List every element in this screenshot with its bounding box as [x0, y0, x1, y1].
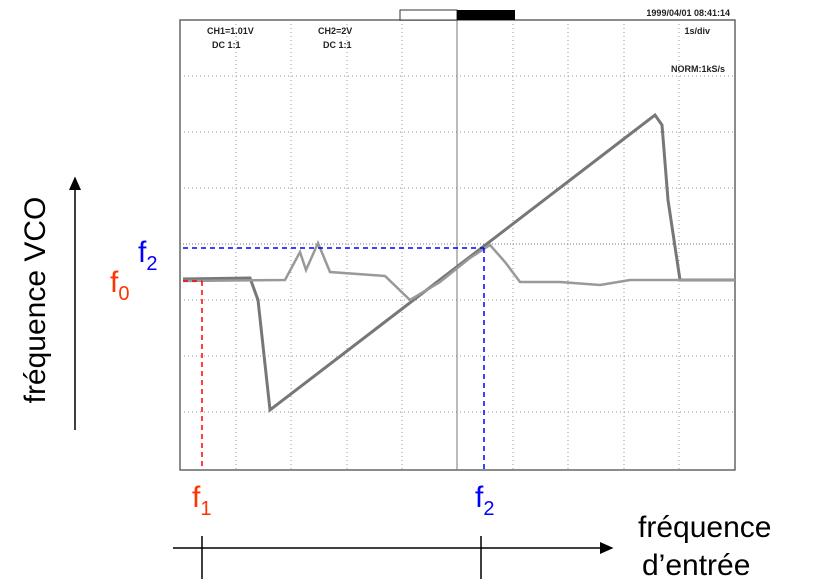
figure: CH1=1.01V DC 1:1 CH2=2V DC 1:1 1999/04/0… — [0, 0, 832, 579]
y-label: fréquence VCO — [19, 197, 52, 404]
index: 2 — [483, 498, 494, 520]
ch2-coupling: DC 1:1 — [323, 40, 352, 50]
mode: NORM:1kS/s — [671, 64, 725, 74]
index: 2 — [146, 253, 157, 275]
page: CH1=1.01V DC 1:1 CH2=2V DC 1:1 1999/04/0… — [0, 0, 832, 579]
ch1-label: CH1=1.01V — [207, 26, 254, 36]
f2-x: f2 — [475, 481, 494, 520]
f1-x: f1 — [192, 481, 211, 520]
index: 1 — [200, 498, 211, 520]
timestamp: 1999/04/01 08:41:14 — [646, 8, 730, 18]
scope-screen: CH1=1.01V DC 1:1 CH2=2V DC 1:1 1999/04/0… — [180, 8, 735, 470]
timebase: 1s/div — [684, 26, 710, 36]
ch1-coupling: DC 1:1 — [212, 40, 241, 50]
x-label-1: fréquence — [638, 511, 771, 544]
f2-y: f2 — [138, 236, 157, 275]
ch2-label: CH2=2V — [318, 26, 352, 36]
f0-y: f0 — [110, 266, 129, 305]
index: 0 — [118, 283, 129, 305]
x-label-2: d’entrée — [642, 549, 750, 579]
